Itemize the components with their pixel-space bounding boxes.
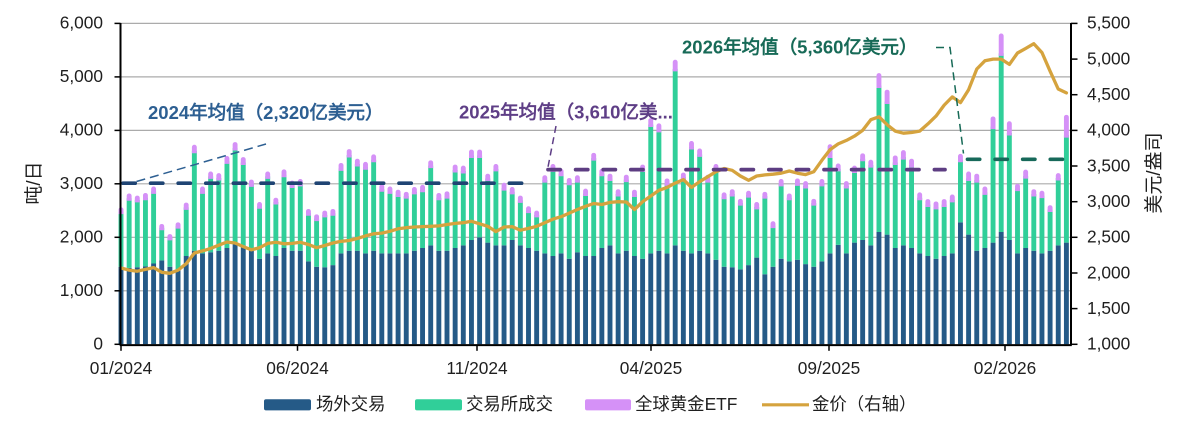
svg-text:5,000: 5,000 (60, 66, 103, 86)
svg-text:3,000: 3,000 (60, 173, 103, 193)
svg-text:4,500: 4,500 (1087, 84, 1130, 104)
svg-text:1,000: 1,000 (1087, 334, 1130, 354)
svg-text:2024年均值（2,320亿美元）: 2024年均值（2,320亿美元） (148, 102, 383, 123)
svg-text:4,000: 4,000 (1087, 120, 1130, 140)
svg-text:06/2024: 06/2024 (266, 358, 329, 378)
svg-text:11/2024: 11/2024 (446, 358, 508, 378)
svg-text:3,000: 3,000 (1087, 191, 1130, 211)
svg-text:场外交易: 场外交易 (316, 394, 386, 414)
svg-text:2,000: 2,000 (1087, 262, 1130, 282)
svg-text:02/2026: 02/2026 (974, 358, 1036, 378)
svg-text:6,000: 6,000 (60, 13, 103, 33)
svg-text:美元/盎司: 美元/盎司 (1143, 132, 1165, 213)
svg-text:3,500: 3,500 (1087, 155, 1130, 175)
svg-text:4,000: 4,000 (60, 120, 103, 140)
svg-text:2,000: 2,000 (60, 227, 103, 247)
svg-text:04/2025: 04/2025 (620, 358, 682, 378)
svg-text:2,500: 2,500 (1087, 227, 1130, 247)
svg-text:金价（右轴）: 金价（右轴） (812, 394, 916, 414)
svg-text:2025年均值（3,610亿美...: 2025年均值（3,610亿美... (459, 102, 673, 123)
svg-text:吨/日: 吨/日 (23, 161, 45, 204)
svg-text:0: 0 (93, 334, 103, 354)
svg-text:5,000: 5,000 (1087, 48, 1130, 68)
svg-text:2026年均值（5,360亿美元）: 2026年均值（5,360亿美元） (682, 37, 917, 58)
svg-text:5,500: 5,500 (1087, 13, 1130, 33)
svg-text:01/2024: 01/2024 (90, 358, 153, 378)
svg-text:交易所成交: 交易所成交 (466, 394, 553, 414)
svg-text:09/2025: 09/2025 (798, 358, 860, 378)
svg-text:1,500: 1,500 (1087, 298, 1130, 318)
svg-text:全球黄金ETF: 全球黄金ETF (635, 394, 737, 414)
svg-text:1,000: 1,000 (60, 280, 103, 300)
